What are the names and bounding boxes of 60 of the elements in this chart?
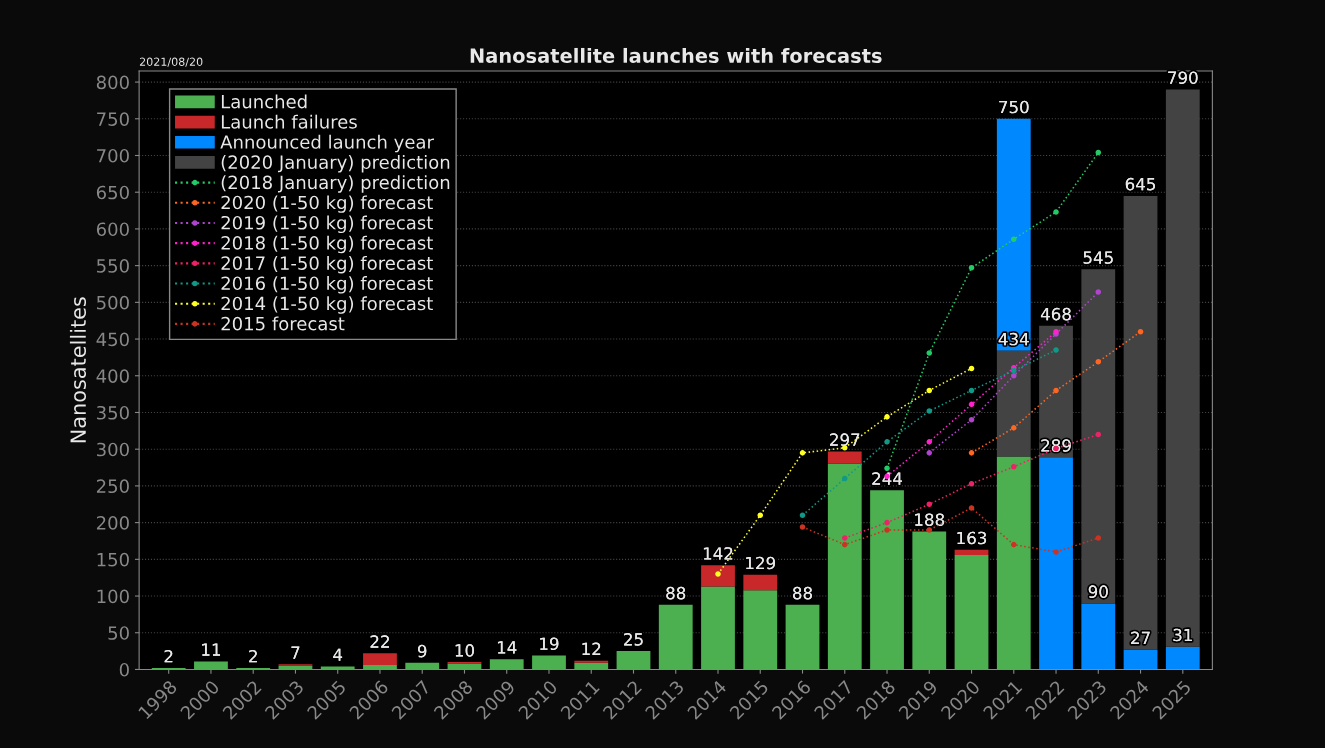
y-tick-label: 650	[96, 185, 129, 200]
data-label: 88	[793, 586, 812, 600]
data-label: 142	[703, 547, 733, 560]
data-label: 645	[1125, 177, 1155, 191]
data-label: 12	[582, 642, 601, 655]
y-tick-label: 50	[108, 626, 129, 640]
data-label: 2	[164, 649, 173, 663]
legend-label: 2016 (1-50 kg) forecast	[221, 276, 433, 294]
data-label: 4	[333, 648, 343, 661]
data-label: 434	[998, 332, 1029, 346]
legend-label: Launch failures	[221, 114, 357, 129]
data-label: 297	[830, 433, 860, 446]
data-label: 2	[249, 649, 257, 663]
chart-title: Nanosatellite launches with forecasts	[470, 47, 882, 63]
y-axis-title: Nanosatellites	[69, 297, 87, 443]
data-label: 90	[1088, 585, 1108, 598]
legend-label: Announced launch year	[220, 134, 434, 153]
legend-label: 2018 (1-50 kg) forecast	[221, 235, 433, 254]
data-label: 790	[1168, 71, 1198, 84]
data-label: 163	[957, 531, 987, 545]
text: 2021/08/20	[139, 57, 203, 67]
data-label: 25	[624, 633, 643, 646]
y-tick-label: 450	[96, 332, 129, 347]
y-tick-label: 500	[97, 295, 129, 310]
y-tick-label: 750	[97, 112, 129, 126]
data-label: 129	[746, 556, 775, 570]
data-label: 9	[417, 644, 427, 658]
legend-label: 2017 (1-50 kg) forecast	[221, 255, 433, 274]
y-tick-label: 250	[96, 479, 129, 494]
legend-label: 2015 forecast	[221, 316, 345, 331]
data-label: 31	[1173, 628, 1192, 642]
data-label: 27	[1131, 631, 1150, 644]
y-tick-label: 600	[96, 222, 129, 237]
legend-label: 2020 (1-50 kg) forecast	[221, 195, 433, 213]
legend-label: 2014 (1-50 kg) forecast	[221, 296, 433, 314]
y-tick-label: 0	[119, 662, 129, 677]
data-label: 10	[455, 644, 474, 657]
legend-label: (2020 January) prediction	[221, 155, 450, 173]
y-tick-label: 350	[97, 405, 129, 420]
legend-label: Launched	[221, 94, 307, 109]
y-tick-label: 800	[96, 75, 129, 90]
data-label: 188	[915, 513, 945, 526]
y-tick-label: 400	[96, 369, 129, 383]
data-label: 7	[291, 646, 300, 659]
data-label: 468	[1040, 307, 1071, 321]
data-label: 22	[370, 635, 389, 648]
data-label: 88	[666, 586, 686, 600]
y-tick-label: 100	[97, 589, 129, 604]
y-tick-label: 700	[97, 148, 129, 163]
legend-label: (2018 January) prediction	[221, 175, 450, 193]
data-label: 19	[540, 637, 559, 651]
y-tick-label: 550	[97, 259, 129, 273]
data-label: 14	[497, 641, 517, 654]
legend-label: 2019 (1-50 kg) forecast	[221, 215, 433, 234]
data-label: 750	[999, 100, 1029, 114]
y-tick-label: 300	[97, 442, 129, 457]
data-label: 11	[202, 643, 221, 656]
y-tick-label: 200	[96, 516, 129, 530]
data-label: 545	[1083, 251, 1113, 264]
y-tick-label: 150	[97, 552, 129, 567]
